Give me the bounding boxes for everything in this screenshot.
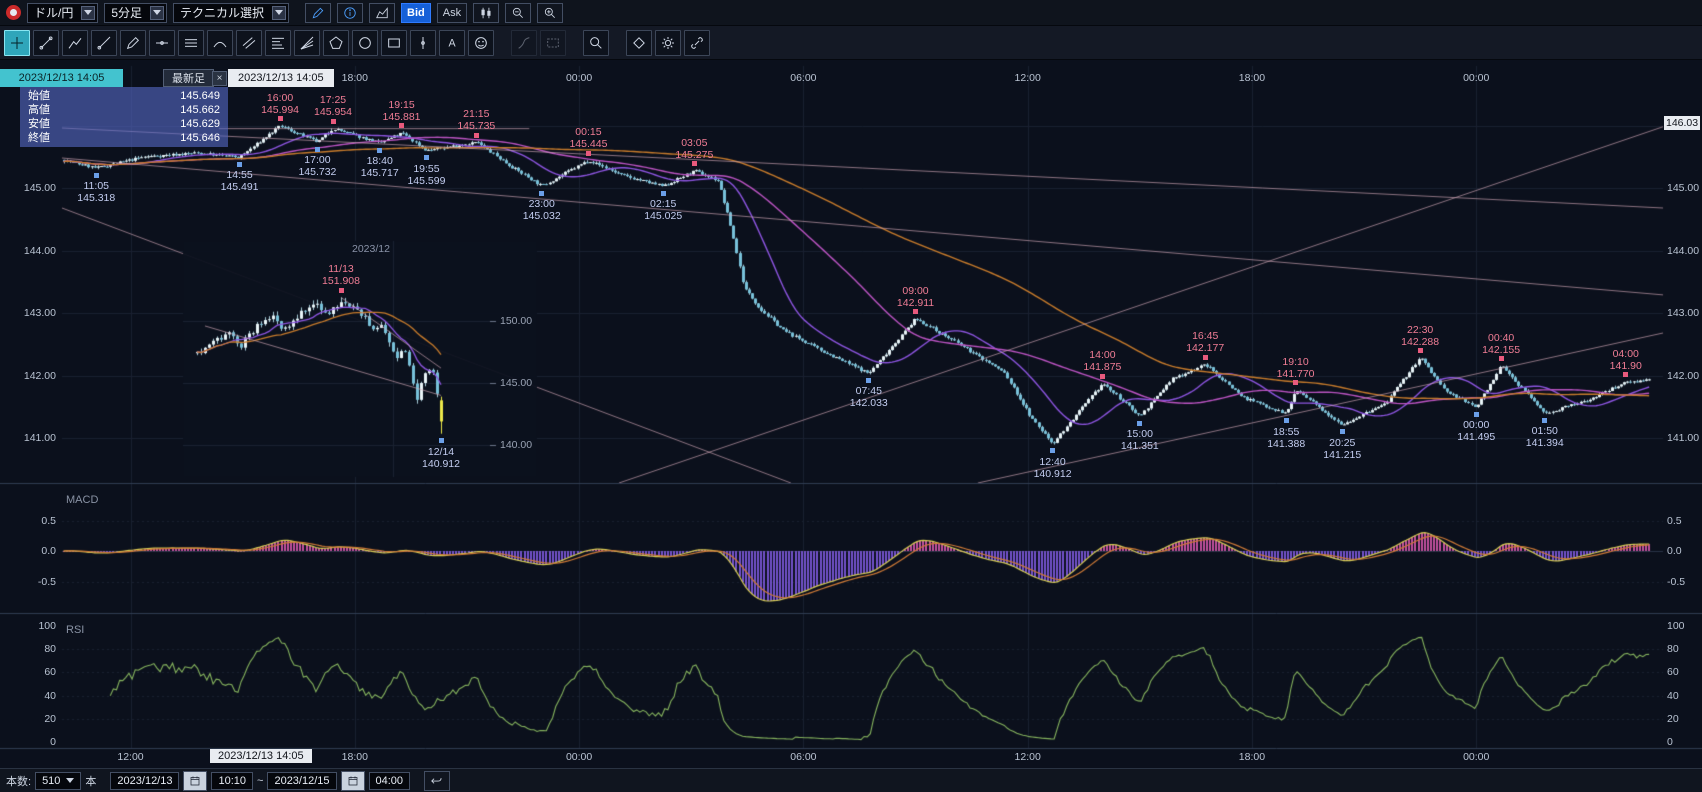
- draw-mode-button[interactable]: [305, 2, 332, 23]
- top-toolbar: ドル/円 5分足 テクニカル選択 Bid Ask: [0, 0, 1702, 26]
- time-from-input[interactable]: 10:10: [211, 771, 254, 790]
- low-value: 145.629: [180, 118, 220, 130]
- bottom-toolbar: 本数: 510 本 2023/12/13 10:10 ~ 2023/12/15 …: [0, 768, 1702, 792]
- tool-h-line-button[interactable]: [149, 29, 175, 56]
- tool-ray-button[interactable]: [91, 29, 117, 56]
- tool-h-lines-button[interactable]: [178, 29, 204, 56]
- tool-gann-button: [511, 29, 537, 56]
- chevron-down-icon: [272, 5, 287, 20]
- zoom-out-button[interactable]: [505, 2, 532, 23]
- tool-settings-button[interactable]: [655, 29, 681, 56]
- high-label: 高値: [28, 104, 50, 116]
- chart-area: 2023/12/13 14:05 最新足 × 2023/12/13 14:05 …: [0, 60, 1702, 768]
- time-to-input[interactable]: 04:00: [368, 771, 411, 790]
- tool-polyline-button[interactable]: [62, 29, 88, 56]
- tool-parallel-lines-button[interactable]: [236, 29, 262, 56]
- tool-fib-fan-button[interactable]: [294, 29, 320, 56]
- latest-bar-button[interactable]: 最新足: [163, 69, 214, 87]
- close-label: 終値: [28, 132, 50, 144]
- bar-count-label: 本数:: [6, 775, 32, 788]
- chevron-down-icon: [66, 778, 75, 783]
- bar-count-value: 510: [42, 774, 61, 787]
- technical-select-value: テクニカル選択: [180, 6, 265, 20]
- date-from-calendar-button[interactable]: [183, 770, 208, 791]
- tool-pentagon-button[interactable]: [323, 29, 349, 56]
- ohlc-panel: 始値 145.649 高値 145.662 安値 145.629 終値 145.646: [20, 87, 228, 147]
- zoom-in-button[interactable]: [537, 2, 564, 23]
- tool-vertical-line-button[interactable]: [410, 29, 436, 56]
- svg-text:A: A: [448, 37, 456, 49]
- bar-count-unit: 本: [85, 775, 97, 788]
- tool-rectangle-button[interactable]: [381, 29, 407, 56]
- pair-select[interactable]: ドル/円: [27, 2, 99, 23]
- date-to-calendar-button[interactable]: [340, 770, 365, 791]
- timeframe-select-value: 5分足: [111, 6, 143, 20]
- app-logo-icon: [6, 5, 21, 20]
- date-from-input[interactable]: 2023/12/13: [110, 771, 180, 790]
- chevron-down-icon: [150, 5, 165, 20]
- tool-pencil-button[interactable]: [120, 29, 146, 56]
- tool-text-button[interactable]: A: [439, 29, 465, 56]
- tool-eraser-button[interactable]: [626, 29, 652, 56]
- candle-chart-button[interactable]: [473, 2, 500, 23]
- ask-button[interactable]: Ask: [436, 2, 468, 23]
- tool-fib-retracement-button[interactable]: [265, 29, 291, 56]
- price-chart-canvas[interactable]: [0, 60, 1702, 768]
- bid-button[interactable]: Bid: [401, 2, 431, 23]
- tool-link-button[interactable]: [684, 29, 710, 56]
- chevron-down-icon: [81, 5, 96, 20]
- tool-box-select-button: [540, 29, 566, 56]
- tool-magnifier-button[interactable]: [583, 29, 609, 56]
- range-separator: ~: [257, 774, 264, 787]
- tool-trend-line-button[interactable]: [33, 29, 59, 56]
- bar-count-select[interactable]: 510: [35, 771, 82, 790]
- tool-crosshair-button[interactable]: [4, 29, 30, 56]
- pair-select-value: ドル/円: [34, 6, 74, 20]
- info-button[interactable]: [337, 2, 364, 23]
- high-value: 145.662: [180, 104, 220, 116]
- low-label: 安値: [28, 118, 50, 130]
- tool-arc-button[interactable]: [207, 29, 233, 56]
- technical-select[interactable]: テクニカル選択: [173, 2, 290, 23]
- selected-bar-tab[interactable]: 2023/12/13 14:05: [0, 69, 123, 87]
- timeframe-select[interactable]: 5分足: [104, 2, 168, 23]
- undo-button[interactable]: [424, 770, 451, 791]
- close-tab-button[interactable]: ×: [212, 71, 227, 86]
- open-label: 始値: [28, 90, 50, 102]
- close-value: 145.646: [180, 132, 220, 144]
- date-to-input[interactable]: 2023/12/15: [267, 771, 337, 790]
- drawing-toolbar: A: [0, 26, 1702, 60]
- tool-icon-stamp-button[interactable]: [468, 29, 494, 56]
- tool-ellipse-button[interactable]: [352, 29, 378, 56]
- pinned-bar-tab[interactable]: 2023/12/13 14:05: [228, 69, 334, 87]
- open-value: 145.649: [180, 90, 220, 102]
- chart-mode-button[interactable]: [369, 2, 396, 23]
